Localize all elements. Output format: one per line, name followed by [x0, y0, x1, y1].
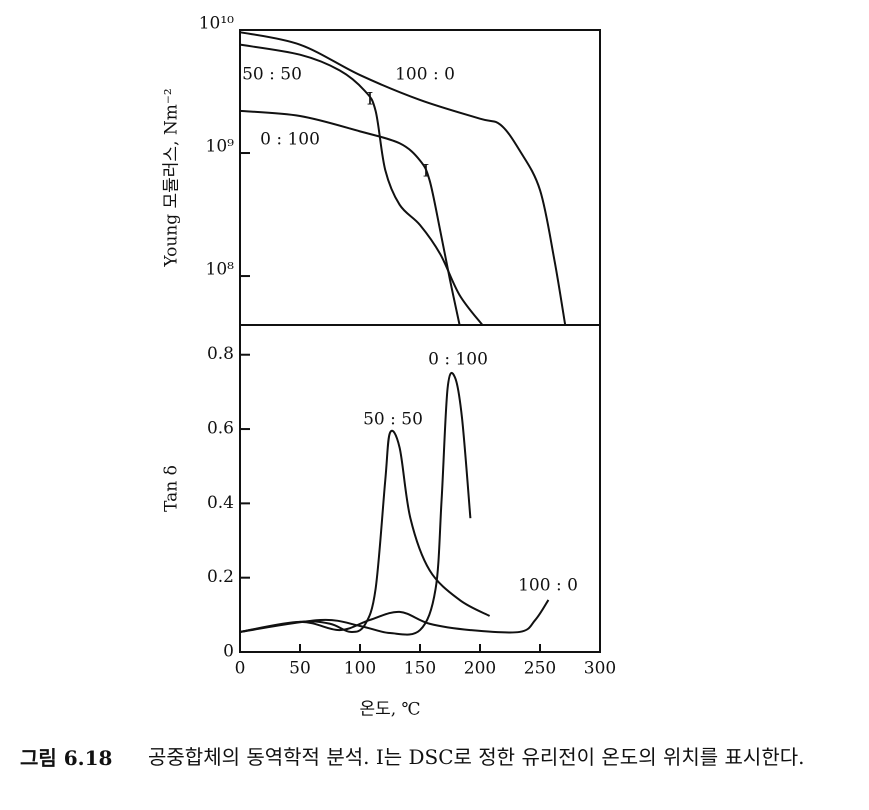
series-label: 50 : 50 [242, 65, 302, 85]
series-label: 100 : 0 [395, 65, 455, 85]
x-tick-label: 250 [524, 659, 556, 679]
x-tick-label: 50 [289, 659, 311, 679]
y-tick-label: 0.2 [207, 567, 234, 587]
frame [239, 29, 601, 653]
series-label: 0 : 100 [428, 350, 488, 370]
y-tick-label: 10⁹ [206, 137, 235, 157]
x-tick-label: 150 [404, 659, 436, 679]
y-tick-label: 0.6 [207, 419, 234, 439]
series-label: 50 : 50 [363, 410, 423, 430]
y-axis-label: Tan δ [162, 465, 182, 512]
series-label: 0 : 100 [260, 130, 320, 150]
x-tick-label: 100 [344, 659, 376, 679]
series-line [239, 109, 461, 326]
series-label: 100 : 0 [518, 576, 578, 596]
series-line [239, 371, 472, 636]
annotation: I [367, 90, 374, 110]
caption: 그림 6.18 공중합체의 동역학적 분석. I는 DSC로 정한 유리전이 온… [20, 742, 860, 772]
series-line [239, 43, 484, 326]
caption-label: 그림 6.18 [20, 746, 113, 770]
y-axis-label: Young 모듈러스, Nm⁻² [162, 88, 182, 267]
y-tick-label: 0.8 [207, 344, 234, 364]
y-tick-label: 0.4 [207, 493, 234, 513]
caption-text: 공중합체의 동역학적 분석. I는 DSC로 정한 유리전이 온도의 위치를 표… [148, 745, 805, 769]
y-tick-label: 10⁸ [206, 260, 235, 280]
y-tick-label: 0 [223, 642, 234, 662]
x-tick-label: 0 [235, 659, 246, 679]
x-tick-label: 300 [584, 659, 616, 679]
series-line [239, 429, 491, 633]
series-line [239, 31, 567, 326]
series-line [239, 599, 550, 634]
y-tick-label: 10¹⁰ [199, 14, 234, 34]
x-axis-label: 온도, ℃ [359, 700, 420, 720]
annotation: I [423, 162, 430, 182]
x-tick-label: 200 [464, 659, 496, 679]
figure: 10⁸ 10⁹ 10¹⁰ Young 모듈러스, Nm⁻² 50 : 50 100 : 0… [162, 14, 617, 720]
